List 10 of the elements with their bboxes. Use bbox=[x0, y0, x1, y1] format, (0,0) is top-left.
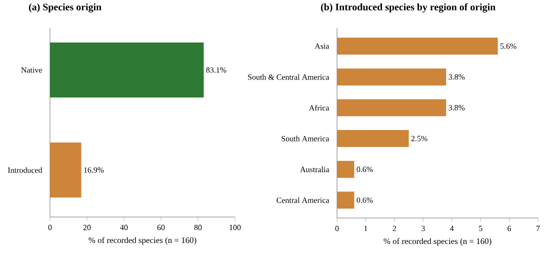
chart-title: (a) Species origin bbox=[28, 3, 102, 13]
x-axis-title: % of recorded species (n = 160) bbox=[384, 238, 492, 246]
chart-title: (b) Introduced species by region of origin bbox=[320, 3, 496, 13]
bar bbox=[337, 130, 409, 148]
bar bbox=[337, 38, 498, 55]
x-axis-title: % of recorded species (n = 160) bbox=[88, 236, 196, 245]
bar bbox=[337, 99, 446, 116]
bar bbox=[337, 160, 354, 178]
bar bbox=[337, 192, 354, 209]
bar bbox=[337, 68, 446, 86]
